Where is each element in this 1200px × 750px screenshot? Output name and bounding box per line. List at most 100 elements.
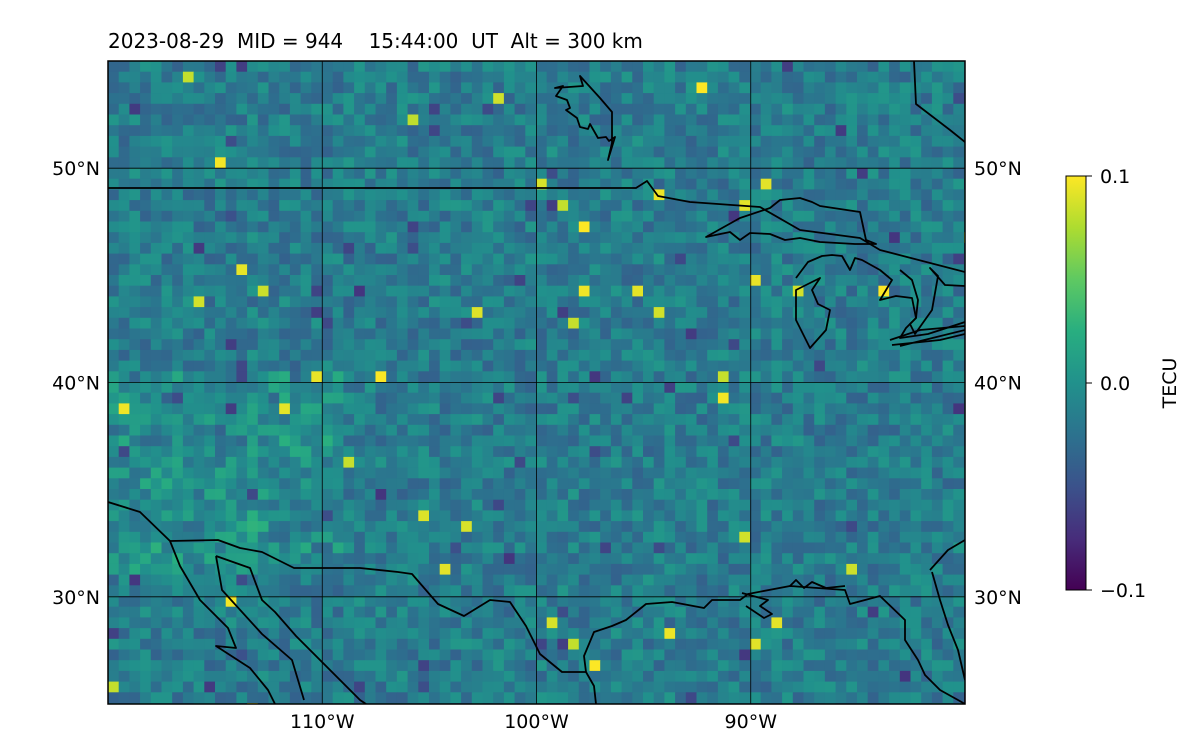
heatmap-cell [621, 328, 633, 340]
heatmap-cell [643, 157, 655, 169]
heatmap-cell [118, 360, 130, 372]
heatmap-cell [750, 510, 762, 522]
heatmap-cell [610, 435, 622, 447]
heatmap-cell [482, 424, 494, 436]
heatmap-cell [375, 553, 387, 565]
heatmap-cell [407, 617, 419, 629]
heatmap-cell [696, 103, 708, 115]
heatmap-cell [354, 392, 366, 404]
heatmap-cell [899, 606, 911, 618]
heatmap-cell [354, 649, 366, 661]
heatmap-cell [685, 82, 697, 94]
heatmap-cell [600, 200, 612, 212]
heatmap-cell [439, 596, 451, 608]
heatmap-cell [632, 382, 644, 394]
heatmap-cell [835, 521, 847, 533]
heatmap-cell [396, 574, 408, 586]
heatmap-cell [792, 563, 804, 575]
heatmap-cell [300, 617, 312, 629]
heatmap-cell [343, 157, 355, 169]
heatmap-cell [546, 242, 558, 254]
heatmap-cell [172, 371, 184, 383]
heatmap-cell [953, 489, 965, 501]
heatmap-cell [247, 264, 259, 276]
heatmap-cell [589, 617, 601, 629]
heatmap-cell [439, 210, 451, 222]
heatmap-cell [364, 103, 376, 115]
heatmap-cell [846, 553, 858, 565]
heatmap-cell [760, 670, 772, 682]
heatmap-cell [664, 114, 676, 126]
heatmap-cell [343, 93, 355, 105]
heatmap-cell [878, 606, 890, 618]
heatmap-cell [846, 307, 858, 319]
heatmap-cell [300, 339, 312, 351]
heatmap-cell [450, 71, 462, 83]
heatmap-cell [514, 360, 526, 372]
heatmap-cell [653, 285, 665, 297]
heatmap-cell [396, 382, 408, 394]
heatmap-cell [717, 242, 729, 254]
heatmap-cell [172, 157, 184, 169]
heatmap-cell [182, 146, 194, 158]
heatmap-cell [172, 681, 184, 693]
heatmap-cell [386, 392, 398, 404]
heatmap-cell [578, 135, 590, 147]
heatmap-cell [899, 360, 911, 372]
heatmap-cell [396, 521, 408, 533]
heatmap-cell [343, 563, 355, 575]
heatmap-cell [311, 692, 323, 704]
heatmap-cell [750, 478, 762, 490]
heatmap-cell [225, 456, 237, 468]
heatmap-cell [161, 553, 173, 565]
heatmap-cell [557, 200, 569, 212]
heatmap-cell [354, 82, 366, 94]
heatmap-cell [108, 435, 120, 447]
heatmap-cell [343, 649, 355, 661]
heatmap-cell [782, 232, 794, 244]
heatmap-cell [568, 307, 580, 319]
heatmap-cell [332, 478, 344, 490]
heatmap-cell [429, 456, 441, 468]
heatmap-cell [953, 681, 965, 693]
heatmap-cell [814, 414, 826, 426]
heatmap-cell [418, 681, 430, 693]
heatmap-cell [215, 692, 227, 704]
heatmap-cell [236, 339, 248, 351]
heatmap-cell [782, 553, 794, 565]
heatmap-cell [750, 210, 762, 222]
heatmap-cell [172, 328, 184, 340]
heatmap-cell [407, 253, 419, 265]
heatmap-cell [461, 681, 473, 693]
heatmap-cell [289, 317, 301, 329]
heatmap-cell [279, 392, 291, 404]
heatmap-cell [921, 414, 933, 426]
heatmap-cell [332, 253, 344, 265]
heatmap-cell [140, 371, 152, 383]
heatmap-cell [140, 392, 152, 404]
heatmap-cell [300, 446, 312, 458]
heatmap-cell [610, 339, 622, 351]
heatmap-cell [108, 135, 120, 147]
heatmap-cell [546, 157, 558, 169]
heatmap-cell [311, 349, 323, 361]
heatmap-cell [108, 168, 120, 180]
heatmap-cell [685, 125, 697, 137]
heatmap-cell [557, 456, 569, 468]
heatmap-cell [503, 82, 515, 94]
heatmap-cell [289, 285, 301, 297]
heatmap-cell [814, 307, 826, 319]
heatmap-cell [878, 103, 890, 115]
heatmap-cell [461, 574, 473, 586]
heatmap-cell [429, 638, 441, 650]
heatmap-cell [750, 103, 762, 115]
heatmap-cell [375, 649, 387, 661]
heatmap-cell [225, 103, 237, 115]
heatmap-cell [910, 574, 922, 586]
heatmap-cell [664, 189, 676, 201]
heatmap-cell [418, 200, 430, 212]
heatmap-cell [257, 71, 269, 83]
heatmap-cell [375, 382, 387, 394]
heatmap-cell [140, 307, 152, 319]
heatmap-cell [204, 253, 216, 265]
